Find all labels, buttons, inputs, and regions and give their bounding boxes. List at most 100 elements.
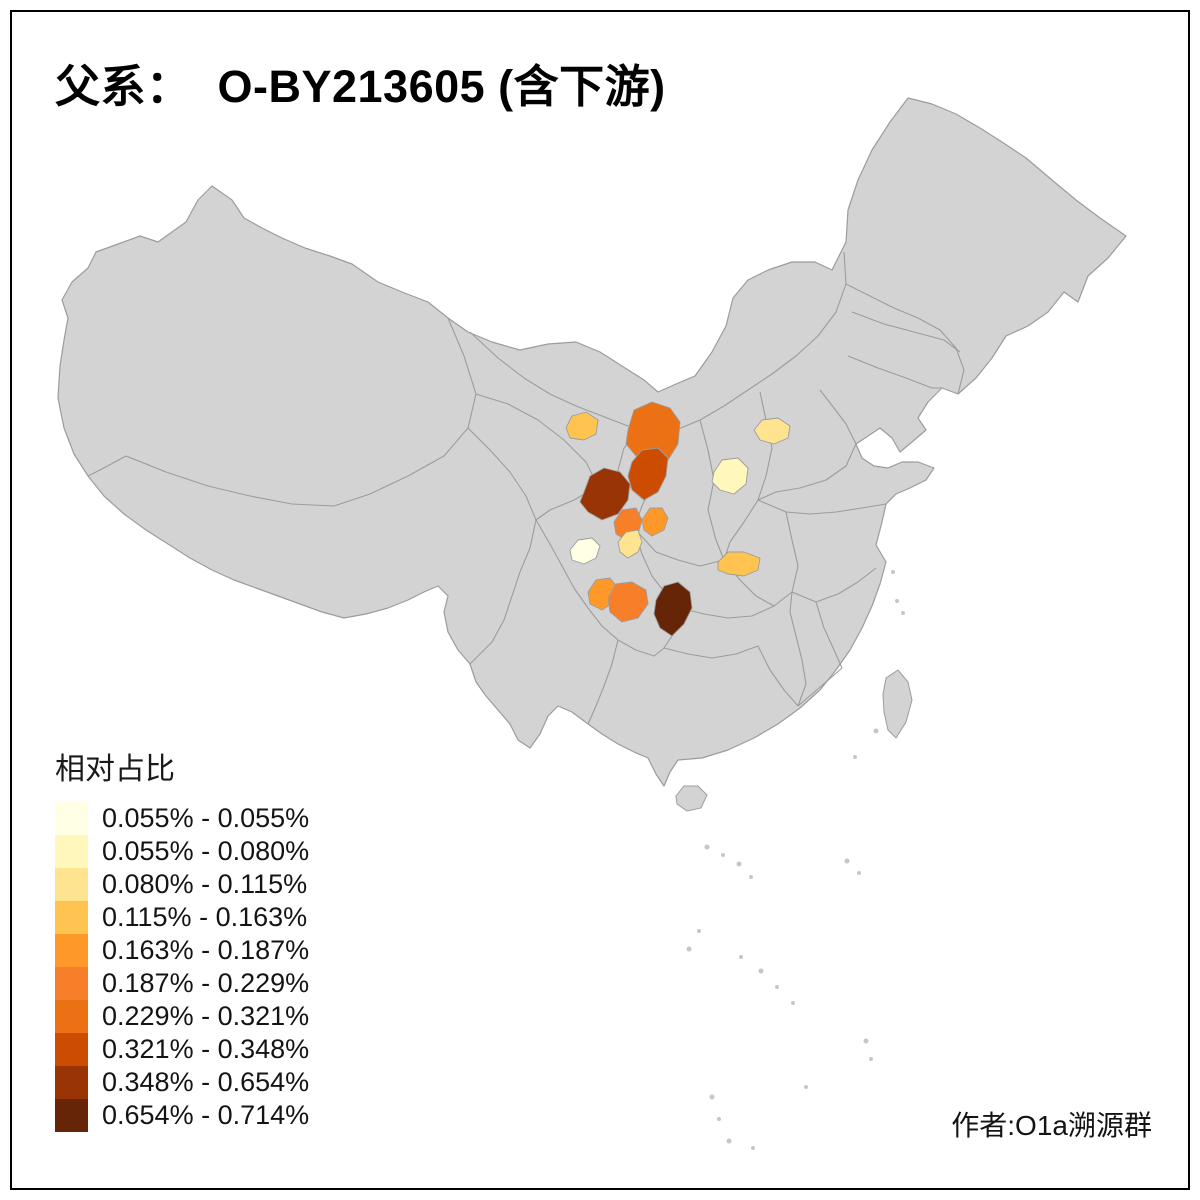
legend-swatch [55,1099,88,1132]
small-island-icon [736,861,742,867]
province-boundary-line [467,427,537,665]
legend-item: 0.348% - 0.654% [55,1066,309,1099]
province-boundary-line [757,391,773,501]
legend-item: 0.321% - 0.348% [55,1033,309,1066]
small-island-icon [895,599,899,603]
highlighted-region [607,581,649,623]
small-islands [686,570,905,1150]
province-boundary-line [757,645,799,707]
province-boundary-line [469,251,847,437]
legend-item: 0.055% - 0.080% [55,835,309,868]
islands [675,570,913,1150]
small-island-icon [721,853,725,857]
legend-item: 0.055% - 0.055% [55,802,309,835]
legend-item: 0.187% - 0.229% [55,967,309,1000]
highlighted-region [711,457,749,495]
small-island-icon [791,1001,795,1005]
hainan-island [675,785,708,812]
highlighted-region [579,467,631,521]
legend-label: 0.654% - 0.714% [102,1100,310,1130]
taiwan-island [882,669,913,739]
legend: 相对占比 0.055% - 0.055% 0.055% - 0.080% 0.0… [55,744,309,1132]
small-island-icon [891,570,895,574]
legend-swatch [55,868,88,901]
province-boundary-line [851,311,961,353]
province-boundary-line [785,511,799,593]
attribution-text: 作者:O1a溯源群 [951,1110,1152,1141]
province-boundary-line [791,567,877,603]
highlighted-region [627,447,669,501]
legend-label: 0.348% - 0.654% [102,1067,310,1097]
small-island-icon [869,1057,873,1061]
legend-label: 0.115% - 0.163% [102,902,308,932]
legend-swatch [55,901,88,934]
small-island-icon [775,985,779,989]
small-island-icon [863,1038,869,1044]
province-boundary-line [475,393,599,487]
legend-title: 相对占比 [55,753,175,786]
small-island-icon [751,1146,755,1150]
highlighted-region [717,551,761,577]
legend-swatch [55,967,88,1000]
highlighted-region [617,529,643,559]
legend-item: 0.654% - 0.714% [55,1099,309,1132]
small-island-icon [717,1117,721,1121]
legend-swatch [55,1000,88,1033]
small-island-icon [704,844,710,850]
province-boundary-line [847,355,942,389]
legend-item: 0.163% - 0.187% [55,934,309,967]
small-island-icon [873,728,879,734]
highlighted-region [641,507,669,537]
province-boundary-line [789,591,807,707]
small-island-icon [709,1094,715,1100]
province-boundary-line [87,317,477,507]
province-boundary-line [587,639,619,725]
legend-item: 0.115% - 0.163% [55,901,309,934]
province-boundary-line [757,443,857,501]
page-title: 父系： O-BY213605 (含下游) [55,61,666,112]
small-island-icon [758,968,764,974]
small-island-icon [857,871,861,875]
legend-label: 0.321% - 0.348% [102,1034,310,1064]
province-boundary-line [797,667,843,707]
province-boundary-line [757,499,887,515]
small-island-icon [853,755,857,759]
legend-label: 0.055% - 0.080% [102,836,310,866]
legend-swatch [55,934,88,967]
legend-label: 0.163% - 0.187% [102,935,310,965]
legend-swatch [55,1033,88,1066]
province-boundary-line [679,605,775,619]
small-island-icon [697,929,701,933]
highlighted-region [753,417,791,445]
small-island-icon [901,611,905,615]
province-boundary-line [815,601,843,669]
small-island-icon [844,858,850,864]
small-island-icon [686,946,692,952]
small-island-icon [804,1085,808,1089]
small-island-icon [726,1138,732,1144]
highlighted-region [565,411,599,441]
small-island-icon [749,875,753,879]
province-boundary-line [633,527,725,567]
legend-label: 0.229% - 0.321% [102,1001,310,1031]
legend-label: 0.187% - 0.229% [102,968,310,998]
small-island-icon [739,955,743,959]
province-boundary-line [819,389,857,445]
highlighted-regions [565,401,791,637]
legend-label: 0.080% - 0.115% [102,869,308,899]
china-mainland-shape [57,97,1127,787]
province-boundary-line [663,645,759,659]
legend-swatch [55,802,88,835]
legend-label: 0.055% - 0.055% [102,803,310,833]
province-boundary-line [845,283,965,395]
legend-swatch [55,835,88,868]
highlighted-region [569,537,601,565]
legend-swatch [55,1066,88,1099]
legend-item: 0.080% - 0.115% [55,868,309,901]
province-boundary-line [723,499,759,561]
highlighted-region [653,581,693,637]
province-boundary-line [535,519,665,657]
legend-item: 0.229% - 0.321% [55,1000,309,1033]
highlighted-region [625,401,681,467]
